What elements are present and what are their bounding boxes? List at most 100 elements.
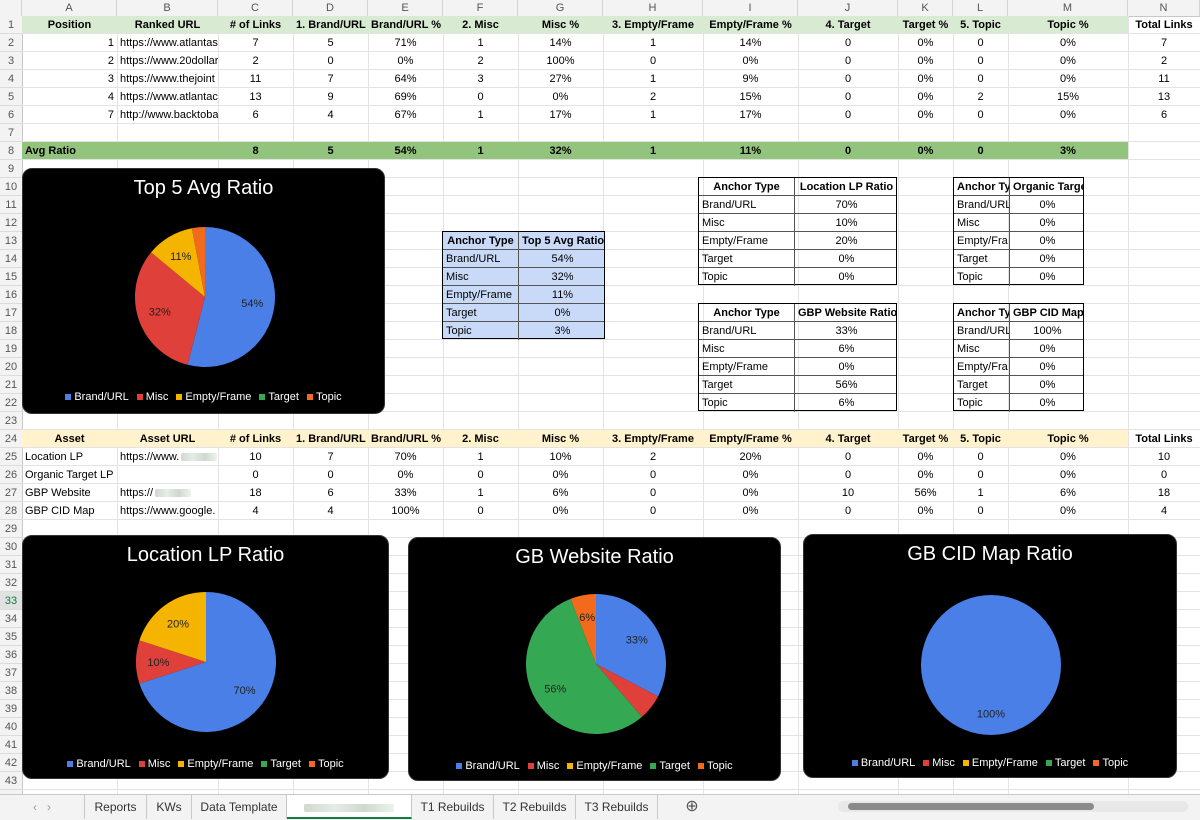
avg-cell[interactable]: 0% — [917, 145, 934, 157]
pie-slice-brand-url[interactable] — [921, 595, 1061, 735]
table-cell[interactable]: 11 — [249, 73, 262, 85]
table-cell[interactable]: 13 — [249, 91, 262, 103]
ratio-cell[interactable]: 0% — [838, 253, 855, 265]
table-cell[interactable]: 9 — [327, 91, 334, 103]
col-header-c[interactable]: C — [218, 0, 293, 16]
row-header-10[interactable]: 10 — [0, 178, 22, 196]
row-header-28[interactable]: 28 — [0, 502, 22, 520]
row-header-9[interactable]: 9 — [0, 160, 22, 178]
row-header-22[interactable]: 22 — [0, 394, 22, 412]
anchor-type-cell[interactable]: Brand/URL — [443, 250, 519, 267]
table-cell[interactable]: 100% — [391, 505, 420, 517]
table-cell[interactable]: 0 — [844, 91, 852, 103]
anchor-type-cell[interactable]: Misc — [699, 340, 795, 357]
ratio-cell[interactable]: 0% — [1039, 235, 1056, 247]
table-cell[interactable]: 0% — [742, 487, 759, 499]
table-cell[interactable]: 71% — [394, 37, 417, 49]
avg-cell[interactable]: 1 — [649, 145, 657, 157]
table-cell[interactable]: 0% — [552, 505, 569, 517]
col-header-k[interactable]: K — [898, 0, 953, 16]
table-cell[interactable]: 0 — [844, 109, 852, 121]
ratio-cell[interactable]: 70% — [835, 199, 858, 211]
table-cell[interactable]: 1 — [477, 451, 484, 463]
row-header-41[interactable]: 41 — [0, 736, 22, 754]
table-cell[interactable]: 0% — [1060, 73, 1076, 85]
table-cell[interactable]: 0% — [1060, 37, 1076, 49]
table-cell[interactable]: https://www.thejoint — [120, 73, 215, 85]
row-header-5[interactable]: 5 — [0, 88, 22, 106]
table-cell[interactable]: 14% — [549, 37, 572, 49]
pie-slice-topic[interactable] — [570, 594, 596, 664]
table-cell[interactable]: 6 — [327, 487, 334, 499]
row-header-20[interactable]: 20 — [0, 358, 22, 376]
row-header-42[interactable]: 42 — [0, 754, 22, 772]
row-header-32[interactable]: 32 — [0, 574, 22, 592]
row-header-23[interactable]: 23 — [0, 412, 22, 430]
ratio-cell[interactable]: 0% — [554, 307, 571, 319]
ratio-cell[interactable]: 0% — [1039, 199, 1056, 211]
table-cell[interactable]: 0% — [917, 109, 934, 121]
table-cell[interactable]: 0 — [477, 469, 484, 481]
row-header-1[interactable]: 1 — [0, 16, 22, 34]
pie-slice-misc[interactable] — [135, 252, 205, 365]
tab-active-redacted[interactable] — [287, 795, 412, 819]
ratio-cell[interactable]: 56% — [835, 379, 858, 391]
table-cell[interactable]: 0% — [1060, 505, 1076, 517]
table-cell[interactable]: 1 — [107, 37, 114, 49]
col-header-d[interactable]: D — [293, 0, 368, 16]
table-cell[interactable]: 13 — [1157, 91, 1171, 103]
table-cell[interactable]: 0 — [844, 505, 852, 517]
avg-cell[interactable]: 8 — [252, 145, 259, 157]
ratio-cell[interactable]: Organic Target LP Ratio — [1013, 181, 1083, 193]
row-header-40[interactable]: 40 — [0, 718, 22, 736]
anchor-type-cell[interactable]: Empty/Frame — [699, 232, 795, 249]
anchor-type-cell[interactable]: Target — [699, 376, 795, 393]
table-cell[interactable]: 10 — [249, 451, 262, 463]
table-cell[interactable]: 0 — [327, 469, 334, 481]
table-cell[interactable]: 7 — [327, 451, 334, 463]
table-cell[interactable]: 3 — [477, 73, 484, 85]
ratio-cell[interactable]: 0% — [1039, 217, 1056, 229]
pie-slice-misc[interactable] — [596, 664, 659, 717]
table-cell[interactable]: 0 — [327, 55, 334, 67]
avg-cell[interactable]: 32% — [549, 145, 572, 157]
ratio-cell[interactable]: 32% — [551, 271, 574, 283]
table-cell[interactable]: https://www.atlantas — [120, 37, 218, 49]
row-header-35[interactable]: 35 — [0, 628, 22, 646]
pie-slice-brand-url[interactable] — [596, 594, 666, 697]
anchor-type-cell[interactable]: Anchor Ty — [954, 178, 1010, 195]
row-header-7[interactable]: 7 — [0, 124, 22, 142]
table-cell[interactable]: 0% — [1060, 451, 1076, 463]
table-cell[interactable]: 4 — [1160, 505, 1168, 517]
table-cell[interactable]: 6 — [252, 109, 259, 121]
col-header-e[interactable]: E — [368, 0, 443, 16]
row-header-25[interactable]: 25 — [0, 448, 22, 466]
row-header-33[interactable]: 33 — [0, 592, 22, 610]
anchor-type-cell[interactable]: Target — [699, 250, 795, 267]
tab-reports[interactable]: Reports — [85, 795, 147, 819]
table-cell[interactable]: 0% — [917, 451, 934, 463]
table-cell[interactable]: 10% — [549, 451, 572, 463]
anchor-type-cell[interactable]: Anchor Type — [699, 304, 795, 321]
avg-cell[interactable]: 11% — [739, 145, 762, 157]
table-cell[interactable]: 5 — [327, 37, 334, 49]
row-header-36[interactable]: 36 — [0, 646, 22, 664]
table-cell[interactable]: Organic Target LP — [25, 469, 114, 481]
anchor-type-cell[interactable]: Brand/URL — [699, 196, 795, 213]
table-cell[interactable]: 0% — [1060, 469, 1076, 481]
table-cell[interactable]: 0 — [977, 451, 984, 463]
col-header-m[interactable]: M — [1008, 0, 1128, 16]
anchor-type-cell[interactable]: Topic — [443, 322, 519, 340]
table-cell[interactable]: https://www.google. — [120, 505, 216, 517]
table-cell[interactable]: 0% — [1060, 55, 1076, 67]
table-cell[interactable]: 0 — [844, 451, 852, 463]
table-cell[interactable]: 67% — [394, 109, 417, 121]
ratio-cell[interactable]: 0% — [1039, 361, 1056, 373]
row-header-39[interactable]: 39 — [0, 700, 22, 718]
table-cell[interactable]: 0 — [977, 469, 984, 481]
table-cell[interactable]: 0% — [1060, 109, 1076, 121]
col-header-b[interactable]: B — [117, 0, 218, 16]
table-cell[interactable]: 18 — [249, 487, 262, 499]
anchor-type-cell[interactable]: Misc — [954, 214, 1010, 231]
row-header-12[interactable]: 12 — [0, 214, 22, 232]
